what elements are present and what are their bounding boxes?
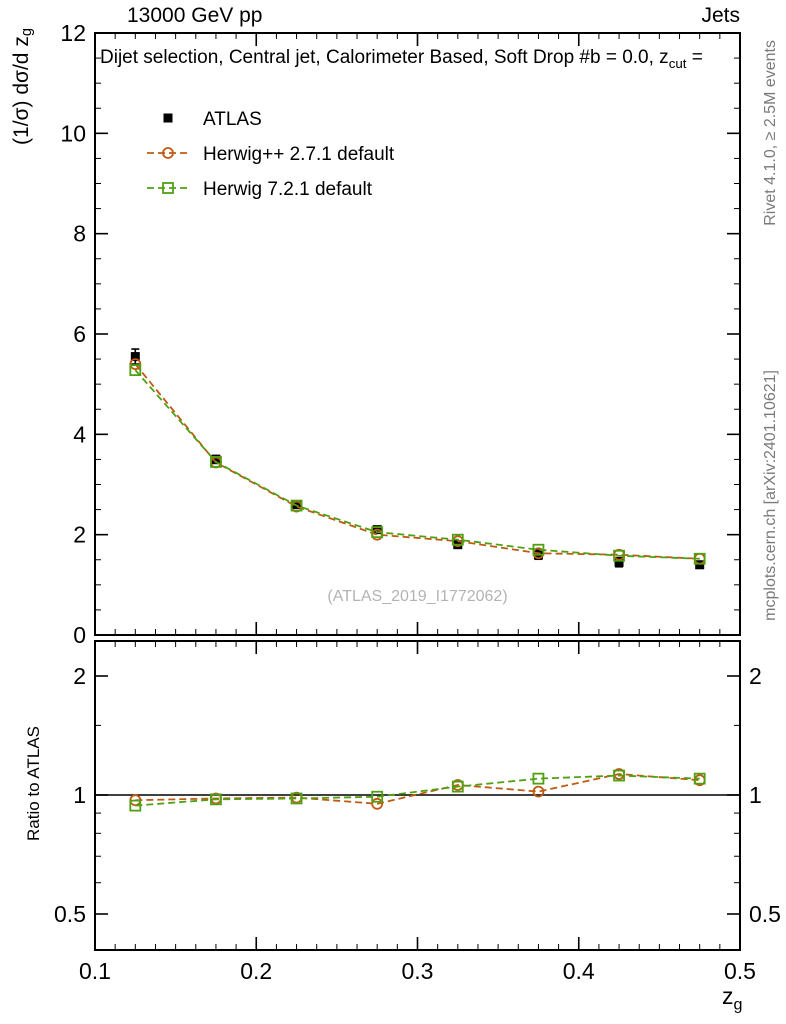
mcplots-arxiv-note: mcplots.cern.ch [arXiv:2401.10621] <box>762 370 779 621</box>
process-label: Jets <box>701 4 740 27</box>
svg-text:ATLAS: ATLAS <box>203 109 262 130</box>
svg-text:Herwig++ 2.7.1 default: Herwig++ 2.7.1 default <box>203 144 395 165</box>
x-axis-label: zg <box>722 983 743 1014</box>
svg-text:0.1: 0.1 <box>79 958 111 984</box>
plot-title-text: Dijet selection, Central jet, Calorimete… <box>100 47 669 68</box>
plot-title-tail: = <box>686 47 703 68</box>
analysis-id-watermark: (ATLAS_2019_I1772062) <box>327 588 508 605</box>
svg-text:0.4: 0.4 <box>563 958 595 984</box>
svg-text:12: 12 <box>60 20 86 46</box>
svg-text:6: 6 <box>73 321 86 347</box>
svg-text:0.5: 0.5 <box>749 901 781 927</box>
svg-text:0.3: 0.3 <box>402 958 434 984</box>
svg-text:1: 1 <box>73 782 86 808</box>
svg-text:2: 2 <box>749 663 762 689</box>
svg-text:Herwig 7.2.1 default: Herwig 7.2.1 default <box>203 179 373 200</box>
svg-text:0.5: 0.5 <box>724 958 756 984</box>
y-axis-label-main: (1/σ) dσ/d zg <box>10 28 36 145</box>
svg-text:0.5: 0.5 <box>54 901 86 927</box>
y-axis-label-ratio: Ratio to ATLAS <box>24 726 43 841</box>
svg-text:0: 0 <box>73 622 86 648</box>
rivet-version-note: Rivet 4.1.0, ≥ 2.5M events <box>762 40 779 226</box>
svg-text:0.2: 0.2 <box>240 958 272 984</box>
svg-text:8: 8 <box>73 221 86 247</box>
plot-title: Dijet selection, Central jet, Calorimete… <box>100 47 786 71</box>
beam-energy-label: 13000 GeV pp <box>127 4 263 27</box>
svg-text:1: 1 <box>749 782 762 808</box>
svg-text:4: 4 <box>73 421 86 447</box>
plot-title-subscript: cut <box>668 55 687 71</box>
svg-text:10: 10 <box>60 120 86 146</box>
svg-text:2: 2 <box>73 663 86 689</box>
svg-text:2: 2 <box>73 522 86 548</box>
